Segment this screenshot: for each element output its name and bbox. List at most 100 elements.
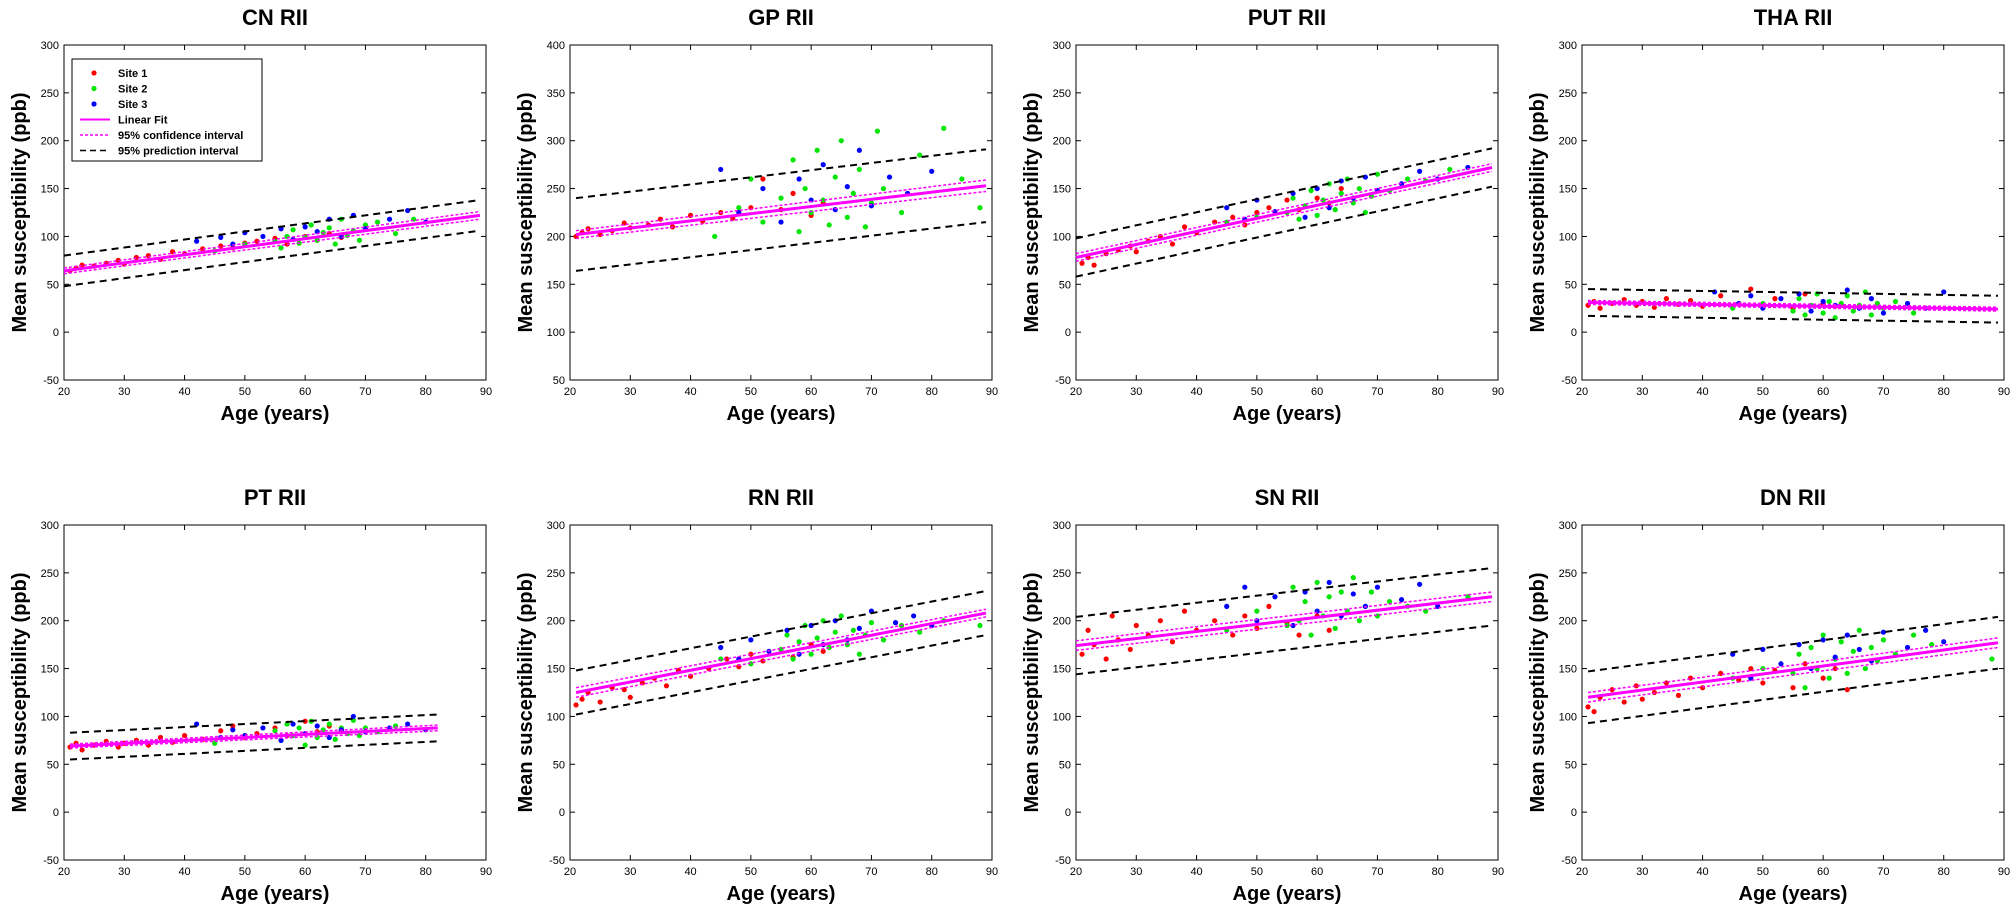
data-point: [880, 185, 887, 192]
y-tick-label: 350: [547, 88, 565, 100]
plot-area: [1075, 524, 1499, 861]
data-point: [260, 725, 266, 731]
x-tick-label: 50: [1757, 866, 1769, 878]
data-point: [844, 184, 850, 190]
data-point: [302, 224, 308, 230]
data-point: [814, 635, 820, 641]
data-point: [1910, 310, 1917, 316]
x-tick-label: 50: [1251, 866, 1263, 878]
data-point: [1760, 646, 1766, 653]
data-point: [856, 625, 862, 631]
data-point: [1338, 589, 1344, 595]
x-tick-label: 90: [1492, 386, 1504, 398]
data-point: [302, 742, 308, 748]
x-tick-label: 60: [1311, 866, 1323, 878]
data-point: [1242, 613, 1248, 619]
x-tick-label: 70: [1371, 386, 1383, 398]
data-point: [748, 637, 754, 643]
x-tick-label: 90: [480, 866, 492, 878]
data-point: [1242, 584, 1248, 590]
data-point: [1284, 197, 1290, 203]
y-tick-label: 100: [1053, 711, 1071, 723]
data-point: [941, 125, 947, 131]
data-point: [832, 629, 838, 635]
data-point: [1308, 632, 1314, 638]
data-point: [1374, 584, 1381, 590]
data-point: [760, 219, 766, 225]
x-tick-label: 70: [865, 866, 877, 878]
y-tick-label: 200: [1559, 616, 1577, 628]
data-point: [350, 713, 356, 720]
y-tick-label: 200: [547, 231, 565, 243]
data-point: [356, 237, 362, 243]
y-tick-label: 200: [1559, 136, 1577, 148]
data-point: [1880, 310, 1887, 316]
x-tick-label: 70: [1877, 386, 1889, 398]
data-point: [1838, 639, 1844, 645]
y-tick-label: 100: [1053, 231, 1071, 243]
data-point: [1314, 579, 1320, 586]
data-point: [332, 736, 338, 743]
x-tick-label: 70: [1877, 866, 1889, 878]
y-tick-label: 250: [547, 184, 565, 196]
data-point: [1224, 205, 1230, 211]
data-point: [1356, 185, 1362, 192]
data-point: [718, 644, 724, 651]
y-tick-label: 150: [41, 184, 59, 196]
data-point: [977, 622, 983, 629]
data-point: [1181, 224, 1188, 230]
x-tick-label: 80: [1938, 386, 1950, 398]
data-point: [1254, 608, 1260, 614]
prediction-interval-lower: [63, 229, 481, 288]
data-point: [1796, 651, 1802, 657]
data-point: [917, 152, 923, 158]
data-point: [760, 176, 766, 182]
prediction-interval-lower: [1075, 185, 1493, 278]
linear-fit: [1587, 641, 1999, 699]
data-point: [724, 656, 730, 662]
y-tick-label: -50: [1055, 855, 1071, 867]
data-point: [1820, 637, 1826, 643]
data-point: [1338, 185, 1344, 192]
data-point: [1832, 654, 1838, 660]
x-tick-label: 50: [1251, 386, 1263, 398]
y-tick-label: 150: [41, 664, 59, 676]
data-point: [838, 138, 844, 144]
data-point: [1133, 249, 1139, 255]
y-tick-label: 50: [1059, 279, 1071, 291]
x-tick-label: 40: [178, 386, 190, 398]
linear-fit: [575, 611, 987, 694]
x-tick-label: 90: [986, 866, 998, 878]
data-point: [820, 162, 826, 168]
confidence-interval-lower: [1587, 646, 1999, 703]
linear-fit: [69, 726, 438, 748]
y-tick-label: 300: [1053, 520, 1071, 532]
data-point: [218, 234, 224, 240]
data-point: [917, 629, 923, 635]
data-point: [1609, 687, 1615, 693]
data-point: [868, 620, 875, 626]
data-point: [1290, 195, 1296, 201]
x-tick-label: 30: [1130, 386, 1142, 398]
data-point: [1296, 632, 1302, 638]
data-point: [1212, 618, 1218, 624]
data-point: [856, 166, 862, 173]
data-point: [1272, 594, 1278, 600]
y-tick-label: 200: [41, 616, 59, 628]
y-tick-label: 50: [47, 759, 59, 771]
data-point: [579, 696, 585, 702]
data-point: [1844, 293, 1850, 299]
data-point: [1639, 696, 1645, 702]
data-point: [874, 128, 881, 134]
prediction-interval-upper: [69, 713, 438, 734]
x-tick-label: 40: [1190, 386, 1202, 398]
data-point: [736, 205, 742, 211]
legend-label: Linear Fit: [118, 115, 168, 127]
data-point: [290, 227, 296, 233]
y-tick-label: 300: [41, 40, 59, 52]
y-tick-label: 0: [1065, 327, 1071, 339]
panel-gp-rii: GP RII 20 30 40 50 60 70 80 90 50 100 150 200 250 300 3…: [515, 5, 998, 425]
panel-rn-rii: RN RII 20 30 40 50 60 70 80 90 -50 0 50 100 150 200 250…: [515, 485, 998, 905]
y-tick-label: 50: [553, 759, 565, 771]
data-point: [1826, 298, 1832, 305]
